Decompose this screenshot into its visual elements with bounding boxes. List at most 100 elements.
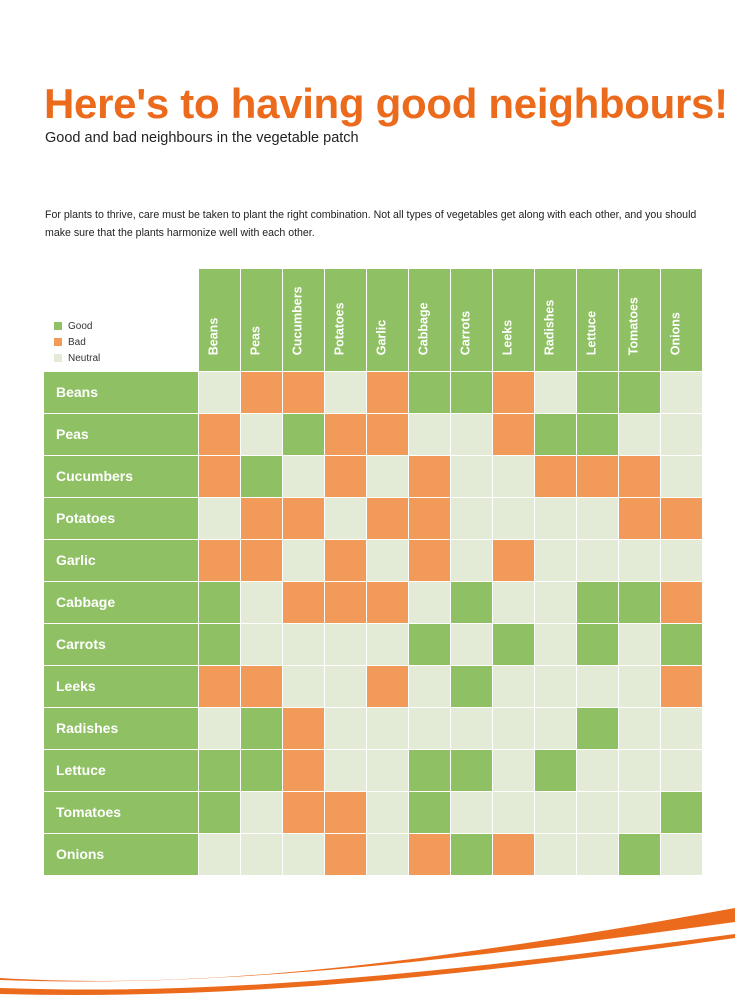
row-header-radishes: Radishes [44,708,198,749]
cell-carrots-lettuce [577,624,618,665]
cell-radishes-cabbage [409,708,450,749]
cell-peas-radishes [535,414,576,455]
cell-beans-potatoes [325,372,366,413]
cell-carrots-peas [241,624,282,665]
cell-cabbage-beans [199,582,240,623]
cell-radishes-carrots [451,708,492,749]
cell-carrots-beans [199,624,240,665]
cell-radishes-potatoes [325,708,366,749]
cell-beans-lettuce [577,372,618,413]
cell-radishes-onions [661,708,702,749]
column-header-label: Radishes [542,299,556,355]
column-header-garlic: Garlic [367,269,408,371]
cell-carrots-potatoes [325,624,366,665]
cell-cabbage-carrots [451,582,492,623]
cell-potatoes-radishes [535,498,576,539]
cell-leeks-carrots [451,666,492,707]
cell-potatoes-peas [241,498,282,539]
intro-text: For plants to thrive, care must be taken… [45,209,697,239]
cell-leeks-cabbage [409,666,450,707]
cell-lettuce-cucumbers [283,750,324,791]
column-header-cucumbers: Cucumbers [283,269,324,371]
legend-swatch-good [54,322,62,330]
legend-label-neutral: Neutral [68,352,101,364]
cell-cucumbers-beans [199,456,240,497]
cell-carrots-tomatoes [619,624,660,665]
cell-cucumbers-leeks [493,456,534,497]
cell-radishes-leeks [493,708,534,749]
cell-peas-beans [199,414,240,455]
cell-radishes-radishes [535,708,576,749]
cell-tomatoes-carrots [451,792,492,833]
cell-beans-peas [241,372,282,413]
cell-beans-cabbage [409,372,450,413]
cell-cabbage-garlic [367,582,408,623]
cell-onions-onions [661,834,702,875]
cell-onions-tomatoes [619,834,660,875]
cell-tomatoes-leeks [493,792,534,833]
cell-onions-lettuce [577,834,618,875]
legend-label-bad: Bad [68,336,86,348]
column-header-label: Onions [668,311,682,355]
cell-cabbage-cucumbers [283,582,324,623]
cell-radishes-lettuce [577,708,618,749]
cell-leeks-radishes [535,666,576,707]
cell-potatoes-cabbage [409,498,450,539]
cell-onions-leeks [493,834,534,875]
column-header-label: Lettuce [584,310,598,355]
cell-cucumbers-garlic [367,456,408,497]
cell-peas-carrots [451,414,492,455]
cell-leeks-leeks [493,666,534,707]
cell-garlic-leeks [493,540,534,581]
row-header-beans: Beans [44,372,198,413]
cell-tomatoes-tomatoes [619,792,660,833]
legend: Good Bad Neutral [54,318,100,366]
cell-potatoes-garlic [367,498,408,539]
cell-onions-potatoes [325,834,366,875]
cell-cucumbers-cabbage [409,456,450,497]
cell-carrots-cucumbers [283,624,324,665]
row-header-peas: Peas [44,414,198,455]
column-header-leeks: Leeks [493,269,534,371]
column-header-label: Beans [206,317,220,355]
decorative-wave [0,908,735,1000]
cell-carrots-onions [661,624,702,665]
cell-cucumbers-peas [241,456,282,497]
cell-cucumbers-tomatoes [619,456,660,497]
cell-onions-radishes [535,834,576,875]
cell-garlic-peas [241,540,282,581]
cell-cucumbers-cucumbers [283,456,324,497]
row-header-cabbage: Cabbage [44,582,198,623]
cell-leeks-peas [241,666,282,707]
cell-onions-peas [241,834,282,875]
cell-tomatoes-radishes [535,792,576,833]
cell-beans-carrots [451,372,492,413]
cell-beans-beans [199,372,240,413]
row-header-tomatoes: Tomatoes [44,792,198,833]
cell-radishes-cucumbers [283,708,324,749]
cell-carrots-carrots [451,624,492,665]
cell-carrots-cabbage [409,624,450,665]
cell-peas-garlic [367,414,408,455]
cell-peas-cabbage [409,414,450,455]
cell-tomatoes-cabbage [409,792,450,833]
cell-beans-tomatoes [619,372,660,413]
cell-lettuce-onions [661,750,702,791]
cell-potatoes-carrots [451,498,492,539]
cell-leeks-tomatoes [619,666,660,707]
cell-lettuce-potatoes [325,750,366,791]
column-header-tomatoes: Tomatoes [619,269,660,371]
column-header-radishes: Radishes [535,269,576,371]
row-header-cucumbers: Cucumbers [44,456,198,497]
legend-item-bad: Bad [54,334,100,350]
cell-potatoes-tomatoes [619,498,660,539]
cell-lettuce-lettuce [577,750,618,791]
cell-beans-cucumbers [283,372,324,413]
column-header-label: Garlic [374,319,388,355]
column-header-carrots: Carrots [451,269,492,371]
cell-cabbage-lettuce [577,582,618,623]
cell-lettuce-peas [241,750,282,791]
cell-cabbage-potatoes [325,582,366,623]
cell-peas-leeks [493,414,534,455]
cell-cabbage-leeks [493,582,534,623]
